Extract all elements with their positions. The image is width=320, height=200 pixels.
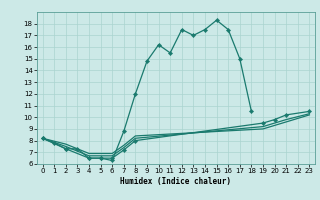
X-axis label: Humidex (Indice chaleur): Humidex (Indice chaleur) xyxy=(121,177,231,186)
